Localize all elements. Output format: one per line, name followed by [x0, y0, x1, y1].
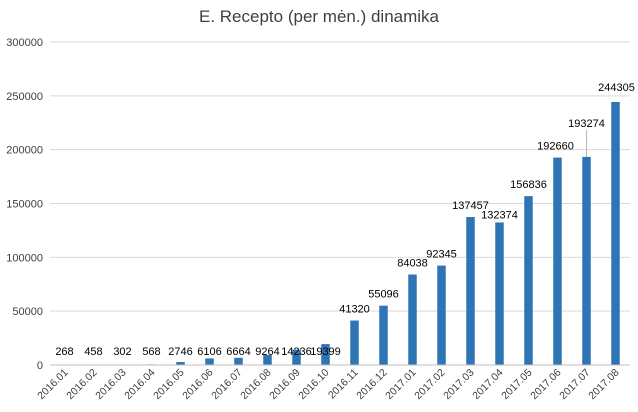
- x-tick-label: 2017.06: [528, 367, 563, 402]
- x-tick-label: 2016.05: [151, 367, 186, 402]
- x-tick-label: 2017.08: [586, 367, 621, 402]
- bar: [466, 217, 475, 365]
- bar: [292, 349, 301, 365]
- y-tick-label: 100000: [6, 252, 43, 264]
- data-label: 156836: [510, 179, 547, 191]
- bar: [611, 101, 620, 365]
- data-label: 268: [55, 346, 73, 358]
- data-label: 14236: [281, 346, 312, 358]
- data-label: 244305: [598, 82, 635, 94]
- y-axis-ticks: 0 50000 100000 150000 200000 250000 300000: [6, 37, 43, 372]
- data-label: 192660: [537, 141, 574, 153]
- data-label: 193274: [568, 118, 605, 130]
- x-tick-label: 2016.08: [238, 367, 273, 402]
- chart-title: E. Recepto (per mėn.) dinamika: [199, 7, 440, 26]
- x-tick-label: 2017.04: [470, 367, 505, 402]
- bar: [524, 196, 533, 365]
- data-label: 2746: [168, 346, 192, 358]
- y-tick-label: 150000: [6, 199, 43, 211]
- data-label: 6664: [226, 346, 250, 358]
- x-tick-label: 2017.07: [557, 367, 592, 402]
- x-tick-label: 2016.03: [93, 367, 128, 402]
- x-axis-ticks: 2016.012016.022016.032016.042016.052016.…: [35, 367, 621, 402]
- bar: [350, 320, 359, 365]
- bar: [379, 305, 388, 365]
- bar: [495, 222, 504, 365]
- x-tick-label: 2016.06: [180, 367, 215, 402]
- x-tick-label: 2017.01: [383, 367, 418, 402]
- bar: [408, 274, 417, 365]
- y-tick-label: 300000: [6, 37, 43, 49]
- x-tick-label: 2017.05: [499, 367, 534, 402]
- data-label: 132374: [481, 209, 518, 221]
- bar: [205, 358, 214, 365]
- y-tick-label: 0: [37, 360, 43, 372]
- bars: [60, 101, 620, 366]
- x-tick-label: 2016.07: [209, 367, 244, 402]
- bar: [437, 265, 446, 365]
- data-label: 84038: [397, 258, 428, 270]
- data-label: 568: [142, 346, 160, 358]
- data-label: 19399: [310, 346, 341, 358]
- data-label: 41320: [339, 304, 370, 316]
- data-label: 458: [84, 346, 102, 358]
- data-label: 92345: [426, 249, 457, 261]
- y-tick-label: 200000: [6, 145, 43, 157]
- x-tick-label: 2016.02: [64, 367, 99, 402]
- x-tick-label: 2016.10: [296, 367, 331, 402]
- gridlines: [50, 41, 630, 312]
- x-tick-label: 2017.02: [412, 367, 447, 402]
- y-tick-label: 250000: [6, 91, 43, 103]
- data-label: 137457: [452, 200, 489, 212]
- x-tick-label: 2016.11: [326, 367, 361, 402]
- bar: [321, 344, 330, 365]
- x-tick-label: 2016.04: [122, 367, 157, 402]
- bar: [176, 362, 185, 365]
- data-label: 9264: [255, 346, 279, 358]
- data-label: 302: [113, 346, 131, 358]
- x-tick-label: 2016.09: [267, 367, 302, 402]
- y-tick-label: 50000: [12, 306, 43, 318]
- bar: [553, 157, 562, 365]
- x-tick-label: 2017.03: [441, 367, 476, 402]
- x-tick-label: 2016.12: [354, 367, 389, 402]
- bar: [234, 357, 243, 365]
- bar: [263, 355, 272, 365]
- bar: [582, 156, 591, 365]
- data-label: 6106: [197, 346, 221, 358]
- data-label: 55096: [368, 289, 399, 301]
